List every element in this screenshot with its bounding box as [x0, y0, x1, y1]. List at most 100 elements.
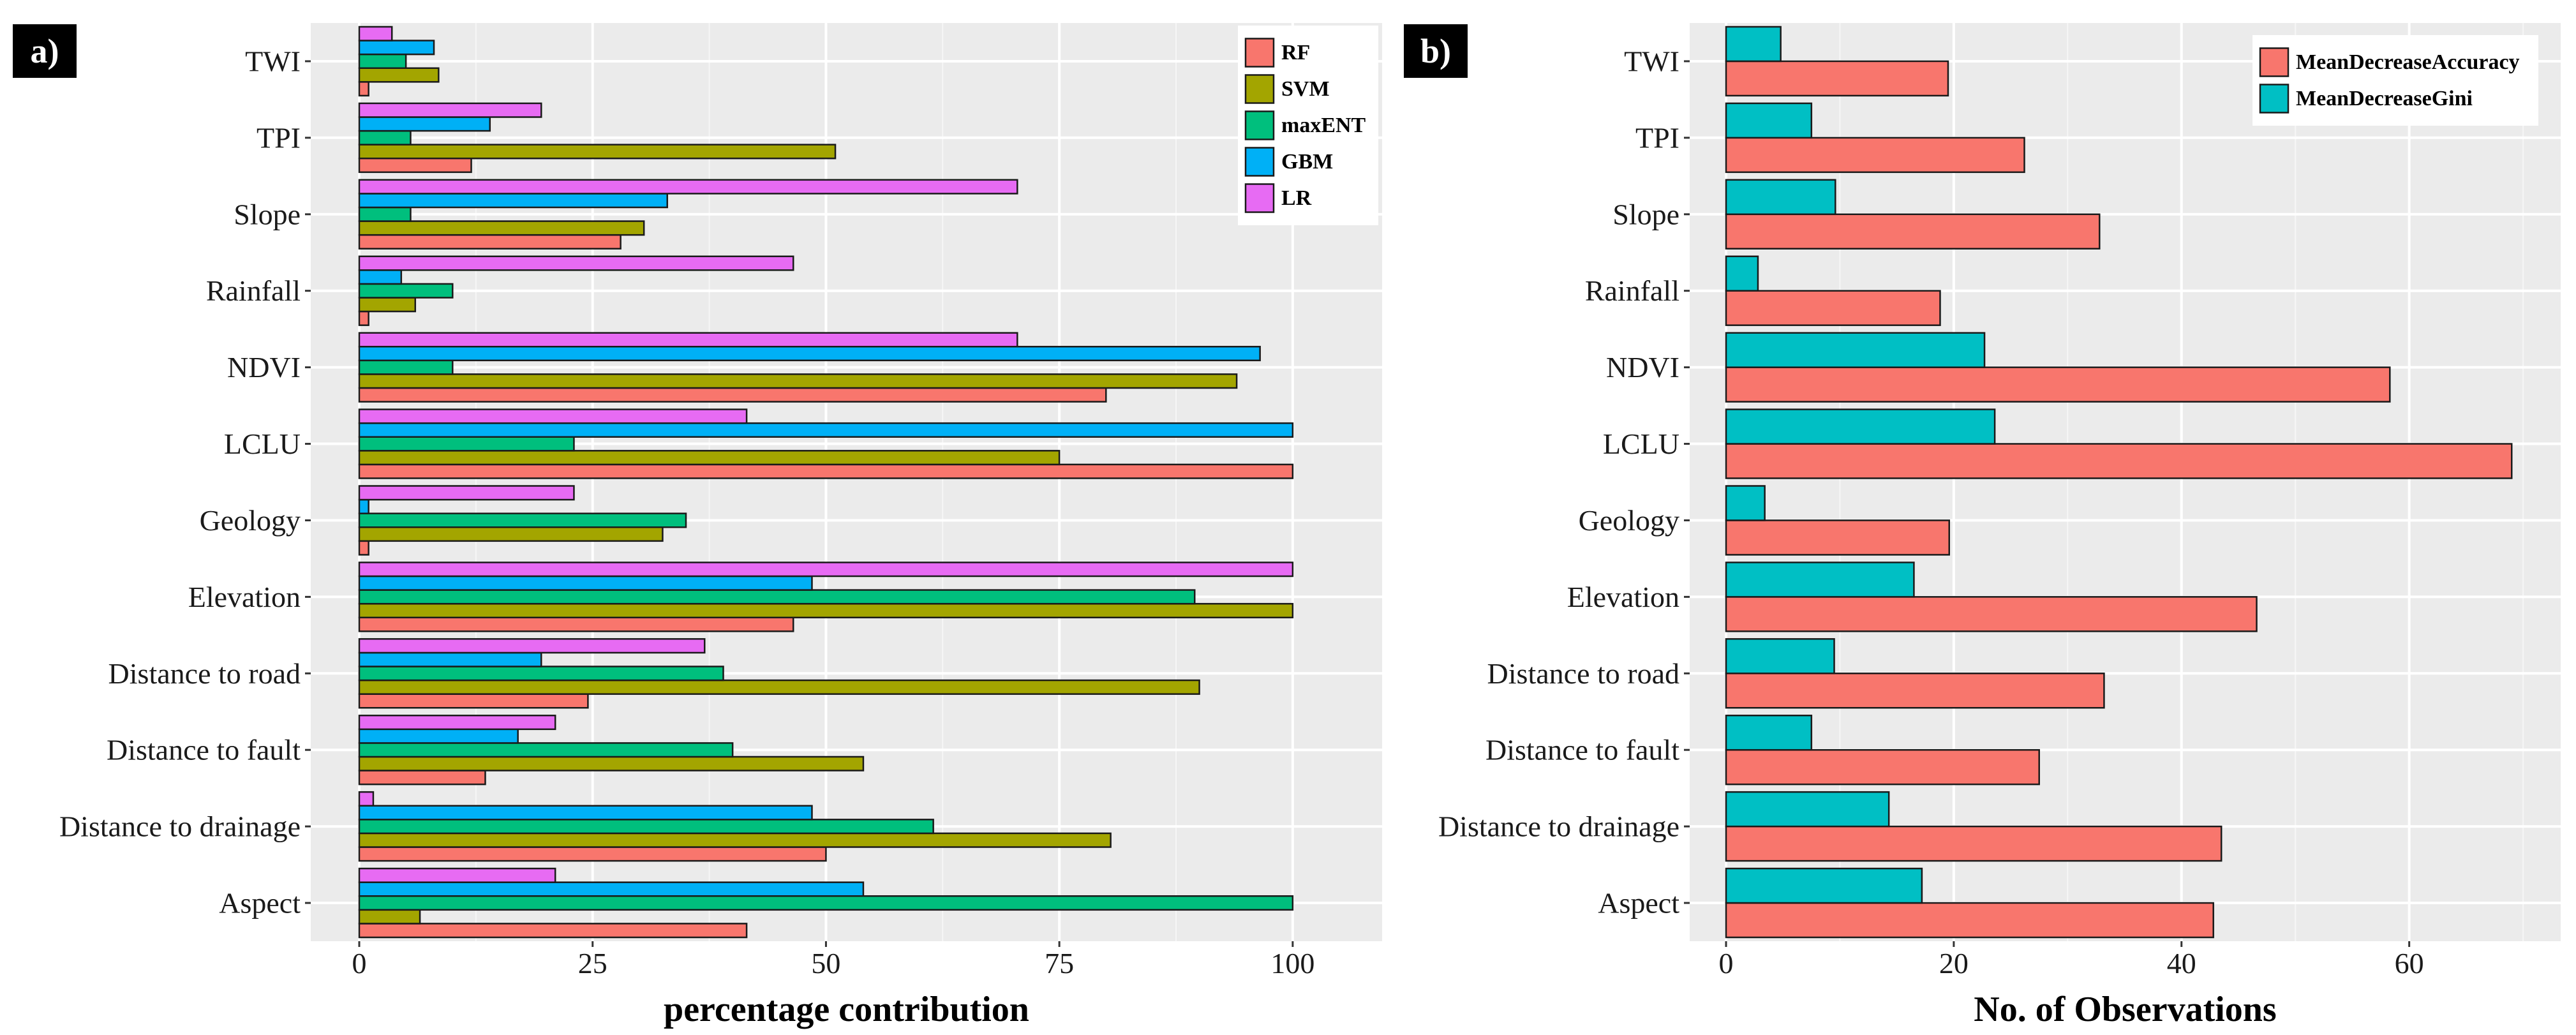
bar-svm-geology [358, 526, 664, 542]
legend-label-lr: LR [1281, 186, 1312, 210]
legend-key-svm [1244, 74, 1275, 104]
bar-svm-aspect [358, 909, 421, 925]
y-tick-label-rainfall: Rainfall [206, 274, 301, 307]
bar-lr-lclu [358, 408, 748, 424]
y-tick-label-distance-to-drainage: Distance to drainage [1438, 810, 1679, 843]
bar-rf-rainfall [358, 310, 369, 326]
bar-svm-distance-to-drainage [358, 832, 1112, 848]
y-tick-label-ndvi: NDVI [227, 351, 301, 383]
y-tick-label-lclu: LCLU [224, 428, 301, 460]
bar-rf-tpi [358, 158, 472, 174]
bar-lr-twi [358, 26, 393, 41]
bar-gbm-ndvi [358, 345, 1261, 362]
legend-key-maxent [1244, 110, 1275, 140]
y-tick-label-slope: Slope [1612, 198, 1679, 230]
bar-svm-tpi [358, 144, 837, 160]
legend: MeanDecreaseAccuracy MeanDecreaseGini [2252, 35, 2538, 126]
y-tick-label-rainfall: Rainfall [1585, 274, 1679, 307]
x-tick-label: 40 [2167, 947, 2196, 979]
bar-gbm-tpi [358, 116, 491, 132]
bar-svm-twi [358, 67, 440, 83]
bar-svm-distance-to-road [358, 679, 1200, 695]
bar-lr-distance-to-fault [358, 714, 556, 731]
bar-svm-rainfall [358, 297, 417, 313]
y-tick-label-twi: TWI [245, 45, 301, 77]
chart-panel-a: TWI TPI Slope Rainfall NDVI LCLU Geology Elevat… [13, 23, 1382, 1029]
bar-lr-aspect [358, 867, 556, 883]
panel-letter: b) [1420, 32, 1451, 70]
bar-svm-ndvi [358, 373, 1238, 389]
bar-meandecreaseaccuracy-geology [1725, 519, 1950, 556]
bar-svm-lclu [358, 450, 1061, 466]
bar-meandecreaseaccuracy-lclu [1725, 443, 2513, 479]
bar-rf-distance-to-road [358, 693, 589, 709]
bar-meandecreaseaccuracy-slope [1725, 213, 2101, 250]
bar-meandecreasegini-tpi [1725, 102, 1813, 139]
legend-label-svm: SVM [1281, 77, 1330, 101]
y-tick-label-slope: Slope [234, 198, 301, 230]
x-tick-label: 50 [811, 947, 840, 979]
bar-svm-slope [358, 220, 645, 236]
bar-rf-distance-to-fault [358, 770, 486, 786]
y-tick-label-tpi: TPI [257, 121, 301, 154]
bar-meandecreasegini-geology [1725, 485, 1766, 521]
bar-lr-ndvi [358, 332, 1018, 348]
bar-rf-slope [358, 234, 622, 250]
bar-meandecreasegini-ndvi [1725, 332, 1986, 368]
bar-lr-elevation [358, 562, 1294, 577]
panel-letter: a) [31, 32, 59, 70]
bar-maxent-ndvi [358, 359, 454, 375]
bar-gbm-distance-to-fault [358, 728, 519, 744]
bar-meandecreasegini-elevation [1725, 562, 1915, 598]
bar-gbm-elevation [358, 575, 813, 591]
bar-maxent-geology [358, 512, 687, 528]
bar-gbm-twi [358, 40, 435, 56]
bar-rf-geology [358, 540, 369, 556]
bar-rf-distance-to-drainage [358, 846, 827, 862]
legend-key-meandecreaseaccuracy [2259, 47, 2289, 77]
bar-gbm-lclu [358, 422, 1294, 438]
bar-gbm-rainfall [358, 269, 403, 285]
bar-maxent-elevation [358, 589, 1196, 605]
legend-label-meandecreasegini: MeanDecreaseGini [2296, 87, 2473, 110]
legend-background [2252, 35, 2538, 126]
bar-meandecreasegini-aspect [1725, 867, 1923, 904]
bar-lr-geology [358, 485, 575, 501]
bar-lr-distance-to-drainage [358, 791, 375, 807]
bar-meandecreaseaccuracy-ndvi [1725, 366, 2391, 403]
bar-maxent-twi [358, 53, 407, 70]
y-tick-label-elevation: Elevation [188, 581, 301, 613]
bar-maxent-tpi [358, 130, 412, 145]
y-tick-label-distance-to-drainage: Distance to drainage [59, 810, 301, 843]
bar-lr-slope [358, 179, 1018, 195]
x-tick-label: 20 [1939, 947, 1969, 979]
x-tick-label: 25 [578, 947, 607, 979]
x-axis-title: percentage contribution [664, 990, 1029, 1029]
legend-label-maxent: maxENT [1281, 114, 1366, 137]
bar-lr-tpi [358, 102, 542, 118]
legend: RF SVM maxENT GBM LR [1238, 26, 1378, 225]
bar-meandecreaseaccuracy-distance-to-fault [1725, 748, 2040, 786]
bar-meandecreaseaccuracy-distance-to-drainage [1725, 825, 2222, 862]
legend-label-gbm: GBM [1281, 150, 1333, 174]
bar-meandecreasegini-distance-to-road [1725, 638, 1835, 674]
panel-letter-box [13, 24, 77, 78]
panel-letter-box [1404, 24, 1468, 78]
x-tick-label: 0 [352, 947, 367, 979]
bar-svm-elevation [358, 602, 1294, 619]
bar-meandecreaseaccuracy-elevation [1725, 596, 2258, 632]
x-tick-label: 60 [2395, 947, 2424, 979]
legend-key-meandecreasegini [2259, 84, 2289, 114]
bar-gbm-distance-to-drainage [358, 805, 813, 821]
x-tick-label: 100 [1270, 947, 1314, 979]
bar-meandecreaseaccuracy-aspect [1725, 902, 2214, 939]
x-tick-label: 75 [1045, 947, 1074, 979]
y-tick-label-distance-to-road: Distance to road [108, 657, 301, 690]
legend-key-gbm [1244, 147, 1275, 177]
bar-meandecreasegini-distance-to-fault [1725, 714, 1813, 751]
y-tick-label-distance-to-fault: Distance to fault [1485, 734, 1679, 766]
y-tick-label-ndvi: NDVI [1606, 351, 1679, 383]
y-tick-label-geology: Geology [1579, 504, 1679, 537]
x-axis-title: No. of Observations [1974, 990, 2276, 1029]
bar-svm-distance-to-fault [358, 756, 865, 771]
